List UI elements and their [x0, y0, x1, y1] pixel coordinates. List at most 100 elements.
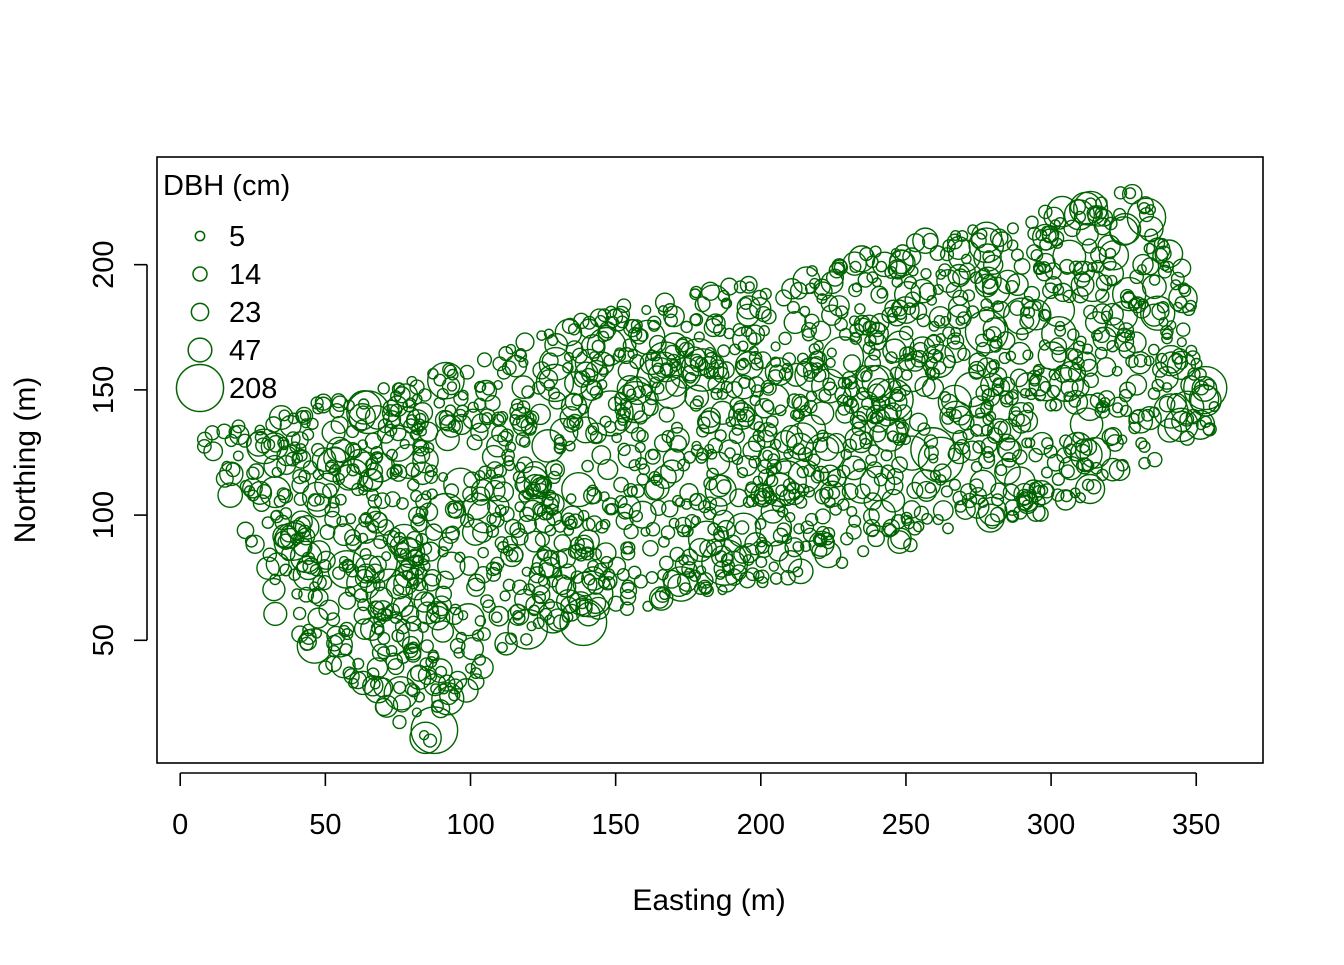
tree-point — [375, 694, 399, 718]
y-axis-label: Northing (m) — [9, 377, 42, 544]
tree-point — [966, 305, 980, 319]
tree-point — [783, 482, 806, 506]
tree-point — [365, 462, 384, 481]
tree-point — [920, 267, 932, 280]
tree-point — [365, 563, 385, 583]
tree-point — [684, 371, 697, 384]
tree-point — [431, 601, 449, 620]
tree-point — [407, 478, 420, 491]
tree-point — [385, 644, 398, 657]
tree-point — [870, 411, 884, 425]
tree-point — [270, 510, 282, 521]
tree-point — [676, 571, 698, 592]
tree-point — [1022, 402, 1035, 414]
tree-point — [665, 374, 688, 397]
tree-point — [359, 617, 384, 642]
tree-point — [903, 517, 915, 530]
tree-point — [762, 449, 773, 461]
tree-point — [300, 418, 311, 429]
tree-point — [687, 520, 726, 558]
tree-point — [932, 283, 944, 296]
tree-point — [801, 328, 816, 342]
tree-point — [733, 545, 752, 564]
tree-point — [1006, 510, 1019, 523]
tree-point — [389, 535, 410, 556]
tree-point — [688, 569, 702, 582]
tree-point — [1193, 380, 1210, 396]
tree-point — [761, 399, 775, 413]
tree-point — [587, 577, 605, 595]
tree-point — [554, 318, 583, 347]
tree-point — [1053, 217, 1067, 230]
tree-point — [417, 665, 438, 686]
tree-point — [411, 422, 424, 436]
tree-point — [985, 326, 1002, 343]
tree-point — [866, 377, 892, 403]
tree-point — [784, 511, 796, 523]
tree-point — [1153, 237, 1166, 250]
tree-point — [650, 351, 661, 362]
tree-point — [716, 361, 735, 380]
tree-point — [357, 598, 371, 612]
tree-point — [342, 666, 356, 680]
tree-point — [369, 586, 394, 611]
tree-point — [761, 308, 777, 325]
tree-point — [401, 605, 420, 624]
tree-point — [822, 377, 836, 391]
tree-point — [983, 451, 996, 463]
tree-point — [392, 694, 411, 713]
tree-point — [467, 401, 479, 413]
tree-point — [895, 404, 913, 422]
tree-point — [412, 438, 427, 454]
tree-point — [1138, 456, 1151, 470]
tree-point — [306, 417, 319, 430]
tree-point — [334, 493, 347, 506]
tree-point — [1058, 455, 1084, 481]
tree-point — [917, 422, 931, 436]
tree-point — [862, 518, 881, 537]
tree-point — [444, 483, 460, 499]
tree-point — [660, 332, 689, 361]
tree-point — [407, 548, 423, 564]
tree-point — [934, 474, 947, 486]
tree-point — [583, 573, 596, 586]
tree-point — [520, 417, 538, 435]
tree-point — [1139, 295, 1176, 331]
tree-point — [291, 625, 309, 644]
tree-point — [1103, 216, 1118, 231]
tree-point — [232, 450, 244, 462]
tree-point — [751, 289, 768, 306]
tree-point — [657, 568, 669, 581]
tree-point — [808, 343, 821, 355]
tree-point — [744, 281, 755, 292]
tree-point — [1072, 286, 1089, 304]
tree-point — [216, 423, 233, 440]
tree-point — [600, 555, 614, 569]
tree-point — [742, 554, 755, 566]
tree-point — [702, 496, 718, 511]
tree-point — [237, 433, 252, 448]
tree-point — [583, 486, 601, 505]
tree-point — [796, 352, 809, 365]
tree-point — [813, 340, 824, 352]
tree-point — [890, 527, 912, 550]
tree-point — [893, 280, 922, 309]
tree-point — [754, 518, 767, 530]
tree-point — [377, 418, 394, 434]
tree-point — [752, 475, 764, 487]
tree-point — [1170, 390, 1205, 425]
legend: DBH (cm) 5 14 23 47 208 — [163, 170, 290, 413]
tree-point — [671, 494, 684, 507]
tree-point — [511, 579, 528, 596]
tree-point — [377, 382, 390, 395]
tree-point — [823, 381, 838, 396]
tree-point — [654, 587, 671, 603]
tree-point — [523, 530, 546, 553]
tree-point — [594, 314, 607, 328]
tree-point — [586, 488, 603, 505]
tree-point — [585, 422, 608, 445]
tree-point — [1073, 271, 1091, 288]
tree-point — [628, 459, 641, 472]
tree-point — [437, 551, 466, 580]
tree-point — [1038, 204, 1053, 220]
